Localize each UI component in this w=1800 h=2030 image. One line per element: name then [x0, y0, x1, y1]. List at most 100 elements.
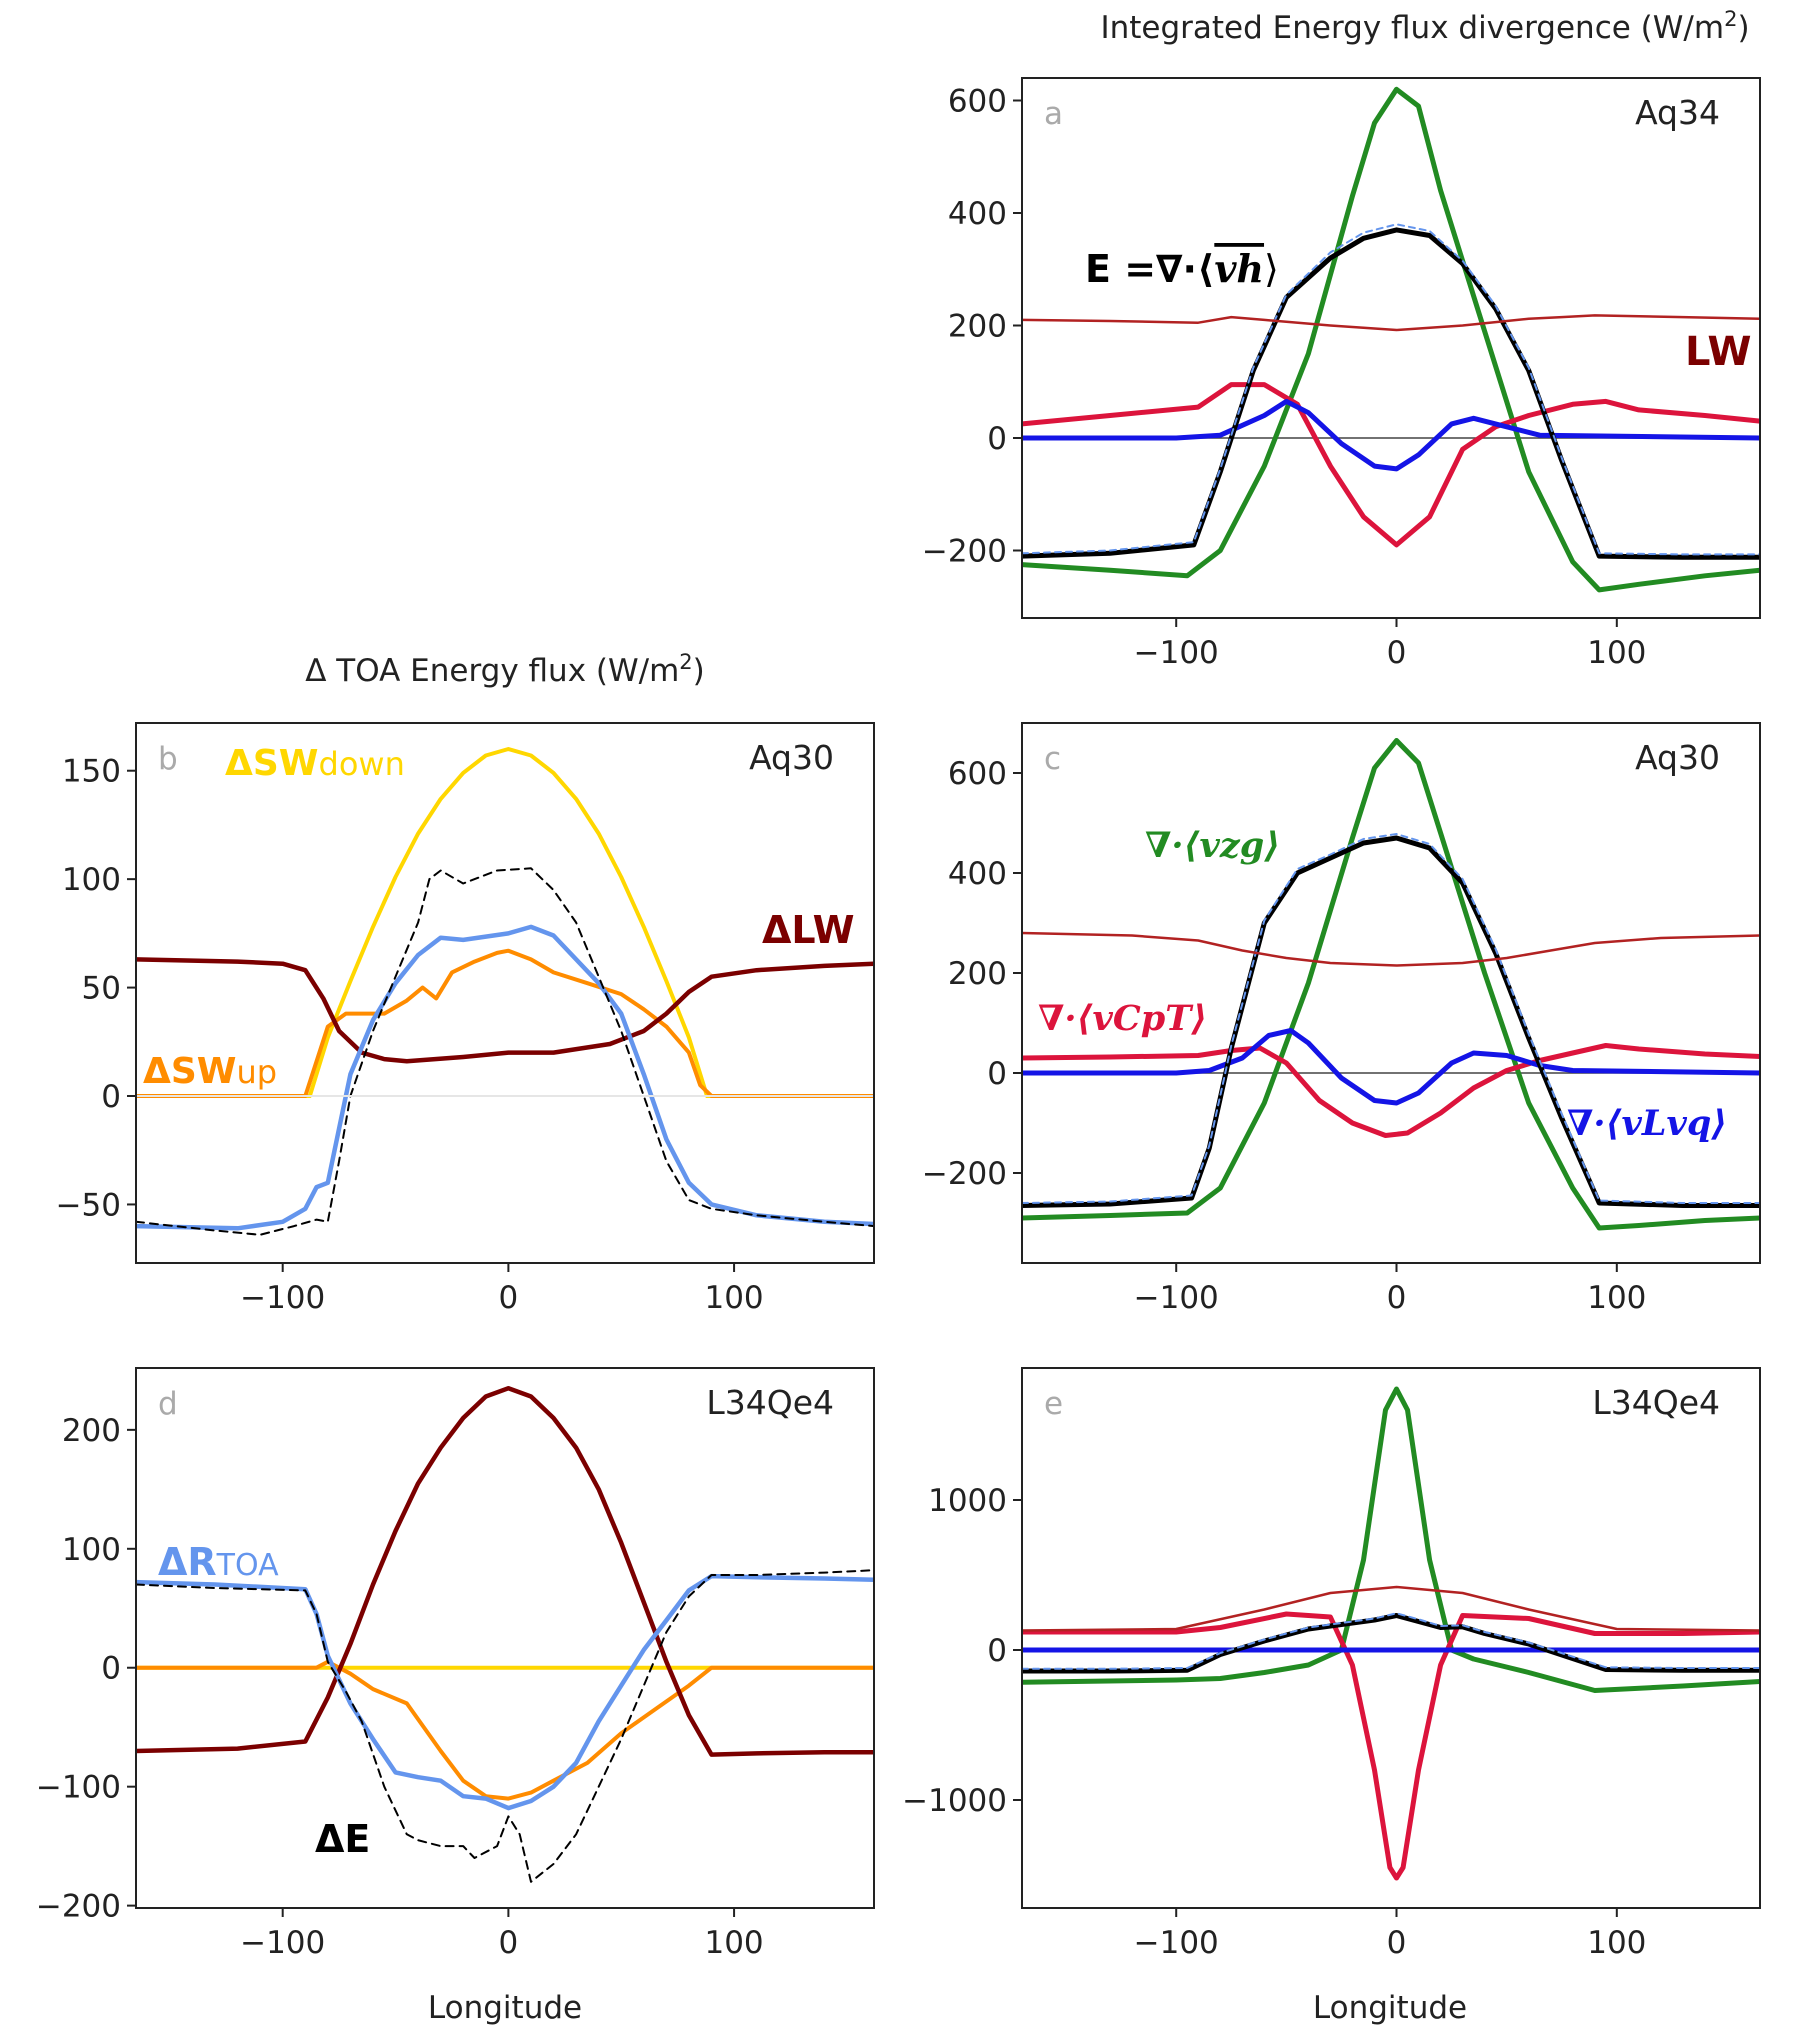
x-tick-label: 100 [704, 1925, 763, 1961]
annotation-c-zg: ∇·⟨vzg⟩ [1145, 825, 1280, 866]
series-group [1022, 1386, 1760, 1881]
panel-b: −100 0 100 −50 0 50 100 150 b Aq30 [56, 722, 875, 1316]
y-tick-label: 200 [62, 1413, 121, 1449]
x-tick-label: 0 [1387, 1925, 1407, 1961]
series-group [1022, 738, 1760, 1231]
series--v-zg- [1022, 86, 1760, 593]
x-tick-label: 100 [704, 1280, 763, 1316]
x-tick-label: 0 [499, 1925, 519, 1961]
series-lw [1022, 314, 1760, 332]
x-tick-label: −100 [240, 1280, 325, 1316]
x-tick-label: −100 [1134, 1925, 1219, 1961]
series--v-cpt- [1022, 1611, 1760, 1881]
y-tick-label: 600 [948, 756, 1007, 792]
series--lw [136, 1385, 874, 1757]
series-swup [136, 1659, 874, 1801]
panel-letter: a [1044, 96, 1063, 132]
panel-c: −100 0 100 −200 0 200 400 600 c Aq30 [922, 722, 1761, 1316]
annotation-a-LW: LW [1685, 329, 1752, 375]
series-group [136, 747, 874, 1236]
panel-letter: e [1044, 1386, 1063, 1422]
panel-letter: b [158, 741, 178, 777]
y-tick-label: 50 [82, 971, 121, 1007]
x-axis-label-d: Longitude [428, 1990, 582, 2026]
panel-run-label: Aq34 [1635, 93, 1720, 132]
series--e [136, 1569, 874, 1883]
y-tick-label: 200 [948, 309, 1007, 345]
panel-run-label: L34Qe4 [706, 1383, 834, 1422]
axes-frame [1021, 1367, 1761, 1909]
series--e [136, 867, 874, 1236]
annotation-b-LW: ΔLW [762, 908, 855, 952]
panel-run-label: L34Qe4 [1592, 1383, 1720, 1422]
series-de-dashed- [1022, 1612, 1760, 1670]
series-lw [1022, 1585, 1760, 1632]
x-tick-label: 100 [1587, 635, 1646, 671]
axes-frame [135, 1367, 875, 1909]
x-tick-label: 0 [499, 1280, 519, 1316]
axes-frame [135, 722, 875, 1264]
y-tick-label: −200 [36, 1889, 121, 1925]
annotation-a-E: E =∇·⟨vh⟩ [1085, 246, 1279, 291]
top-title: Integrated Energy flux divergence (W/m2) [1100, 7, 1749, 46]
x-tick-label: 0 [1387, 1280, 1407, 1316]
left-title: Δ TOA Energy flux (W/m2) [305, 650, 705, 689]
y-tick-label: 200 [948, 956, 1007, 992]
annotation-d-E: ΔE [315, 1817, 370, 1861]
y-tick-label: 400 [948, 196, 1007, 232]
x-tick-label: 100 [1587, 1925, 1646, 1961]
axes-frame [1021, 722, 1761, 1264]
y-tick-label: 1000 [928, 1483, 1007, 1519]
series--v-lvq- [1022, 1028, 1760, 1106]
y-tick-label: 400 [948, 856, 1007, 892]
x-tick-label: −100 [1134, 635, 1219, 671]
y-tick-label: −100 [36, 1770, 121, 1806]
y-tick-label: −200 [922, 534, 1007, 570]
y-tick-label: −1000 [902, 1783, 1007, 1819]
panel-a: −100 0 100 −200 0 200 400 600 a Aq34 [922, 77, 1761, 671]
panel-d: −100 0 100 −200 −100 0 100 200 d L34Qe4 [36, 1367, 875, 1961]
y-tick-label: −50 [56, 1187, 121, 1223]
y-tick-label: 0 [987, 421, 1007, 457]
annotation-d-R: ΔRTOA [158, 1540, 279, 1584]
series-de-dashed- [1022, 833, 1760, 1204]
series--v-zg- [1022, 1386, 1760, 1693]
x-tick-label: 100 [1587, 1280, 1646, 1316]
y-tick-label: 0 [987, 1056, 1007, 1092]
series--v-zg- [1022, 738, 1760, 1231]
panel-letter: d [158, 1386, 178, 1422]
series-lw [1022, 931, 1760, 967]
axes-frame [1021, 77, 1761, 619]
series-group [1022, 86, 1760, 593]
series--swdown [136, 747, 874, 1098]
series--rtoa [136, 924, 874, 1231]
y-tick-label: 100 [62, 1532, 121, 1568]
y-tick-label: 0 [101, 1651, 121, 1687]
series--v-h- [1022, 1613, 1760, 1674]
series-de-dashed- [1022, 223, 1760, 556]
series-group [136, 1385, 874, 1883]
y-tick-label: 0 [101, 1079, 121, 1115]
x-tick-label: −100 [240, 1925, 325, 1961]
x-axis-label-e: Longitude [1313, 1990, 1467, 2026]
annotation-c-lvq: ∇·⟨vLvq⟩ [1567, 1103, 1727, 1144]
y-tick-label: 600 [948, 84, 1007, 120]
annotation-b-SWup: ΔSWup [143, 1051, 277, 1092]
x-tick-label: −100 [1134, 1280, 1219, 1316]
series--v-cpt- [1022, 382, 1760, 548]
panel-run-label: Aq30 [749, 738, 834, 777]
y-tick-label: 100 [62, 862, 121, 898]
series--swup [136, 948, 874, 1098]
x-tick-label: 0 [1387, 635, 1407, 671]
panel-letter: c [1044, 741, 1061, 777]
y-tick-label: 150 [62, 754, 121, 790]
series--lw [136, 957, 874, 1064]
panel-run-label: Aq30 [1635, 738, 1720, 777]
y-tick-label: −200 [922, 1156, 1007, 1192]
y-tick-label: 0 [987, 1633, 1007, 1669]
series--rtoa [136, 1573, 874, 1811]
annotation-c-cpt: ∇·⟨vCpT⟩ [1038, 998, 1207, 1039]
annotation-b-SWdown: ΔSWdown [225, 743, 405, 784]
